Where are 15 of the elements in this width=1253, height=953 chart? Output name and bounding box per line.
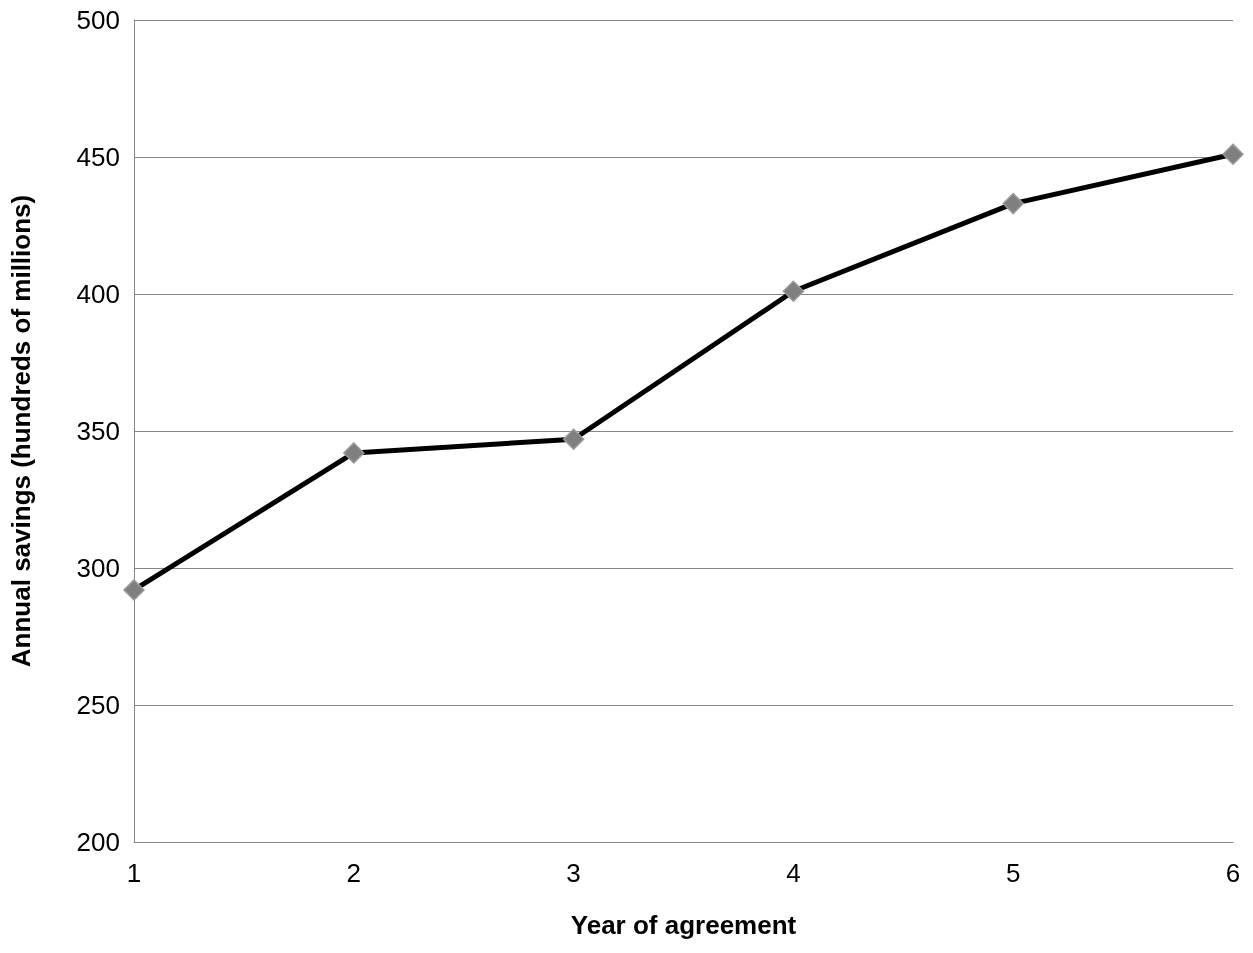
x-tick-label: 1 xyxy=(126,858,142,888)
y-tick-label: 450 xyxy=(76,142,120,172)
x-tick-label: 6 xyxy=(1225,858,1241,888)
y-tick-label: 200 xyxy=(76,827,120,857)
x-tick-label: 4 xyxy=(786,858,801,888)
y-tick-label: 500 xyxy=(76,5,120,35)
y-tick-label: 300 xyxy=(76,553,120,583)
y-tick-label: 400 xyxy=(76,279,120,309)
x-axis-title: Year of agreement xyxy=(570,910,797,940)
x-tick-label: 3 xyxy=(566,858,581,888)
y-axis-title: Annual savings (hundreds of millions) xyxy=(6,194,36,668)
x-tick-label: 2 xyxy=(346,858,362,888)
y-tick-label: 250 xyxy=(76,690,120,720)
y-tick-label: 350 xyxy=(76,416,120,446)
x-tick-label: 5 xyxy=(1005,858,1021,888)
